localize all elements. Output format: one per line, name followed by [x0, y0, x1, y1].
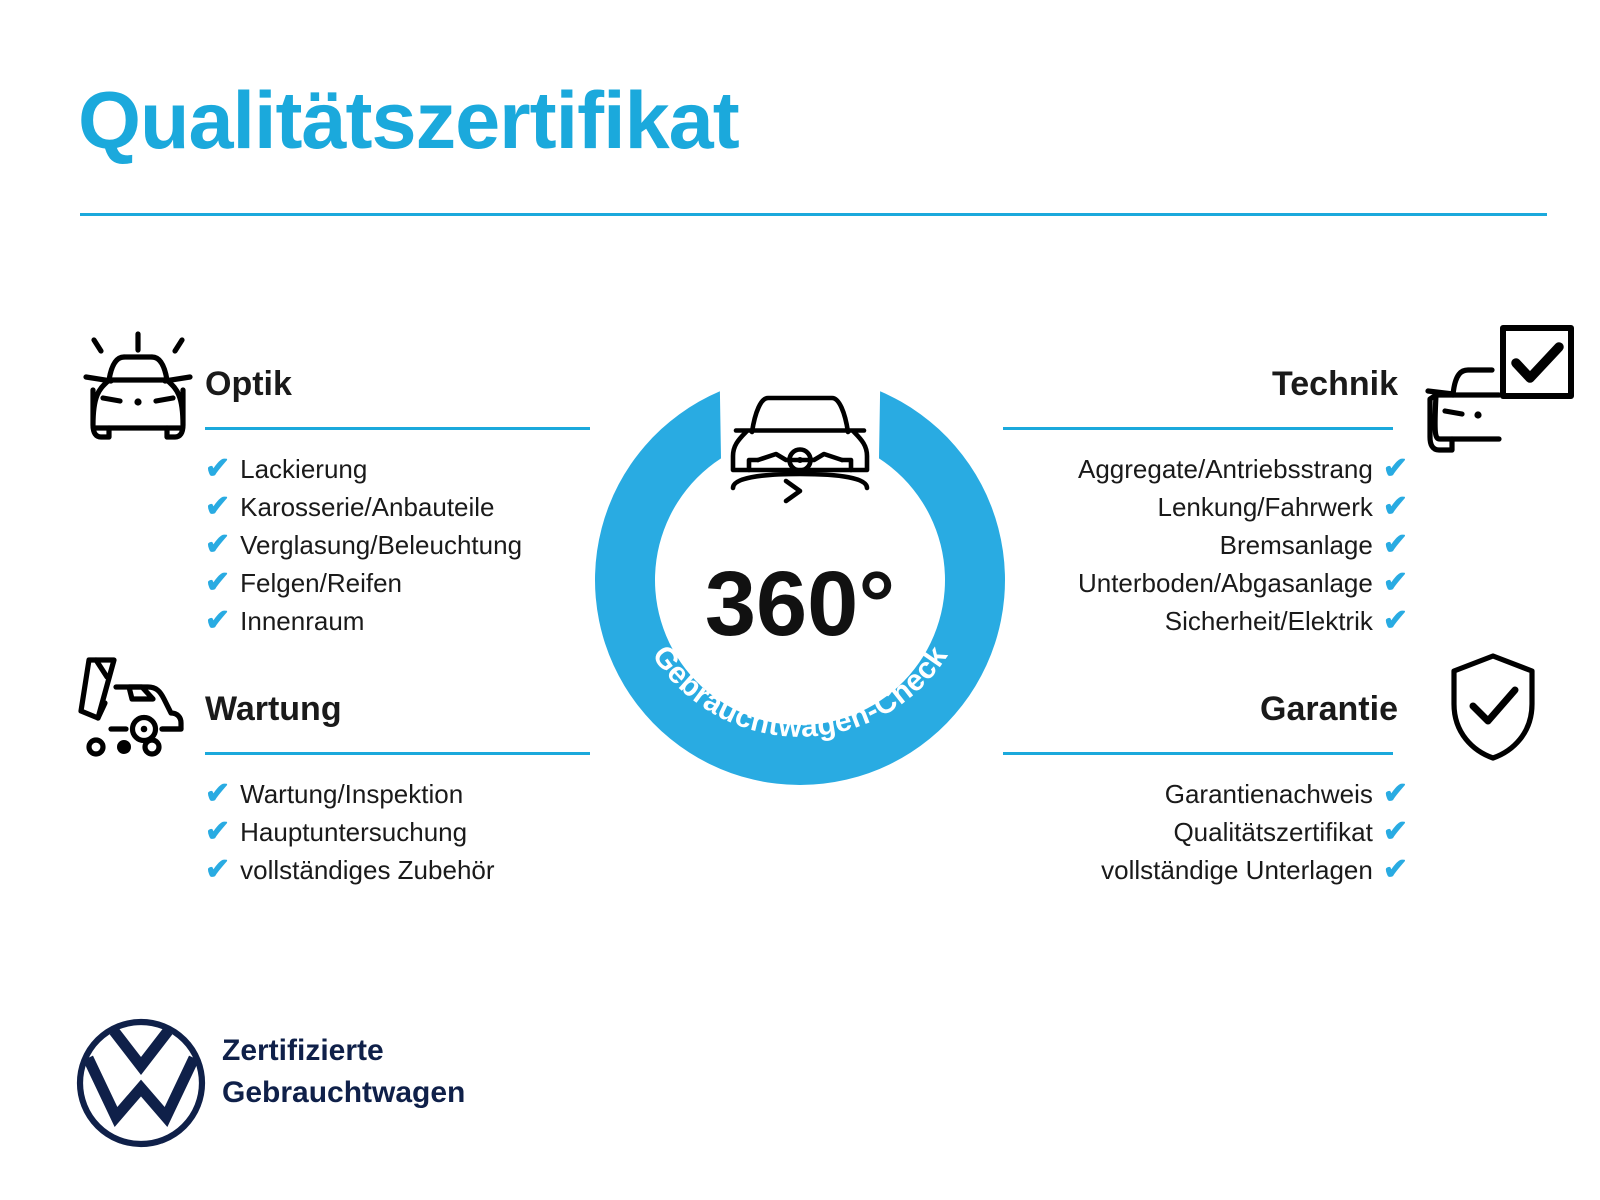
- svg-text:360°: 360°: [705, 553, 895, 655]
